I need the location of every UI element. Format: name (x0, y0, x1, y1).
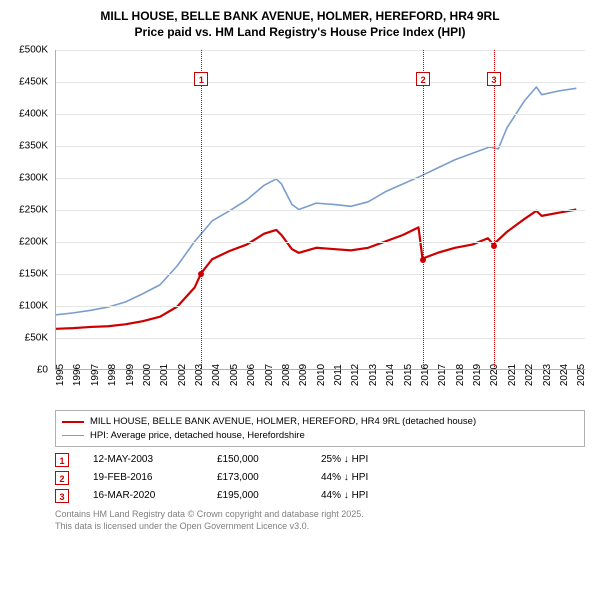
x-tick-label: 2007 (264, 364, 275, 386)
transaction-price: £150,000 (217, 454, 297, 465)
legend-swatch (62, 421, 84, 423)
title-line-1: MILL HOUSE, BELLE BANK AVENUE, HOLMER, H… (10, 8, 590, 24)
marker-dot (491, 243, 497, 249)
marker-label: 2 (416, 72, 430, 86)
legend: MILL HOUSE, BELLE BANK AVENUE, HOLMER, H… (55, 410, 585, 447)
x-tick-label: 1999 (125, 364, 136, 386)
y-tick-label: £500K (19, 45, 48, 56)
x-tick-label: 1997 (90, 364, 101, 386)
x-tick-label: 2021 (507, 364, 518, 386)
x-tick-label: 2020 (489, 364, 500, 386)
transaction-diff: 44% ↓ HPI (321, 472, 421, 483)
footer: Contains HM Land Registry data © Crown c… (55, 509, 590, 532)
footer-line-1: Contains HM Land Registry data © Crown c… (55, 509, 590, 521)
marker-dot (420, 257, 426, 263)
x-tick-label: 2016 (420, 364, 431, 386)
gridline (56, 178, 585, 179)
x-tick-label: 2001 (159, 364, 170, 386)
chart-container: MILL HOUSE, BELLE BANK AVENUE, HOLMER, H… (0, 0, 600, 538)
y-tick-label: £100K (19, 301, 48, 312)
chart-area: £0 £50K £100K £150K £200K £250K £300K £350K £400… (10, 46, 590, 406)
transaction-row: 3 16-MAR-2020 £195,000 44% ↓ HPI (55, 487, 585, 505)
x-tick-label: 2012 (350, 364, 361, 386)
legend-label: HPI: Average price, detached house, Here… (90, 429, 305, 442)
legend-item: MILL HOUSE, BELLE BANK AVENUE, HOLMER, H… (62, 415, 578, 428)
title-line-2: Price paid vs. HM Land Registry's House … (10, 24, 590, 40)
x-tick-label: 2008 (281, 364, 292, 386)
gridline (56, 82, 585, 83)
transaction-date: 16-MAR-2020 (93, 490, 193, 501)
gridline (56, 146, 585, 147)
gridline (56, 210, 585, 211)
x-tick-label: 2017 (437, 364, 448, 386)
x-tick-label: 2025 (576, 364, 587, 386)
transaction-diff: 44% ↓ HPI (321, 490, 421, 501)
x-tick-label: 2015 (403, 364, 414, 386)
x-tick-label: 2005 (229, 364, 240, 386)
x-tick-label: 2003 (194, 364, 205, 386)
x-tick-label: 2000 (142, 364, 153, 386)
x-tick-label: 2006 (246, 364, 257, 386)
gridline (56, 50, 585, 51)
x-tick-label: 2019 (472, 364, 483, 386)
y-axis: £0£50K£100K£150K£200K£250K£300K£350K£400… (10, 50, 52, 370)
y-tick-label: £450K (19, 77, 48, 88)
transaction-diff: 25% ↓ HPI (321, 454, 421, 465)
x-tick-label: 2009 (298, 364, 309, 386)
footer-line-2: This data is licensed under the Open Gov… (55, 521, 590, 533)
transaction-price: £195,000 (217, 490, 297, 501)
plot-area: 1 2 3 (55, 50, 585, 370)
x-tick-label: 2014 (385, 364, 396, 386)
x-tick-label: 2004 (211, 364, 222, 386)
transaction-price: £173,000 (217, 472, 297, 483)
x-tick-label: 2023 (542, 364, 553, 386)
y-tick-label: £200K (19, 237, 48, 248)
y-tick-label: £250K (19, 205, 48, 216)
gridline (56, 274, 585, 275)
marker-line (201, 50, 202, 369)
y-tick-label: £150K (19, 269, 48, 280)
x-tick-label: 2022 (524, 364, 535, 386)
transaction-marker: 3 (55, 489, 69, 503)
transaction-date: 19-FEB-2016 (93, 472, 193, 483)
x-tick-label: 2024 (559, 364, 570, 386)
gridline (56, 338, 585, 339)
y-tick-label: £400K (19, 109, 48, 120)
marker-label: 3 (487, 72, 501, 86)
transaction-row: 1 12-MAY-2003 £150,000 25% ↓ HPI (55, 451, 585, 469)
transaction-date: 12-MAY-2003 (93, 454, 193, 465)
marker-line (494, 50, 495, 369)
transaction-marker: 1 (55, 453, 69, 467)
marker-dot (198, 271, 204, 277)
legend-label: MILL HOUSE, BELLE BANK AVENUE, HOLMER, H… (90, 415, 476, 428)
gridline (56, 306, 585, 307)
series-hpi (56, 87, 576, 315)
y-tick-label: £0 (37, 365, 48, 376)
chart-title: MILL HOUSE, BELLE BANK AVENUE, HOLMER, H… (10, 8, 590, 40)
x-tick-label: 2018 (455, 364, 466, 386)
series-property (56, 210, 576, 329)
x-tick-label: 1996 (72, 364, 83, 386)
x-tick-label: 2011 (333, 365, 344, 387)
transaction-row: 2 19-FEB-2016 £173,000 44% ↓ HPI (55, 469, 585, 487)
x-tick-label: 2013 (368, 364, 379, 386)
y-tick-label: £300K (19, 173, 48, 184)
marker-label: 1 (194, 72, 208, 86)
y-tick-label: £50K (25, 333, 48, 344)
x-tick-label: 2010 (316, 364, 327, 386)
legend-item: HPI: Average price, detached house, Here… (62, 429, 578, 442)
legend-swatch (62, 435, 84, 436)
gridline (56, 242, 585, 243)
marker-line (423, 50, 424, 369)
y-tick-label: £350K (19, 141, 48, 152)
x-tick-label: 2002 (177, 364, 188, 386)
x-axis: 1995199619971998199920002001200220032004… (55, 372, 585, 406)
x-tick-label: 1998 (107, 364, 118, 386)
transaction-table: 1 12-MAY-2003 £150,000 25% ↓ HPI 2 19-FEB-201… (55, 451, 585, 505)
transaction-marker: 2 (55, 471, 69, 485)
x-tick-label: 1995 (55, 364, 66, 386)
gridline (56, 114, 585, 115)
